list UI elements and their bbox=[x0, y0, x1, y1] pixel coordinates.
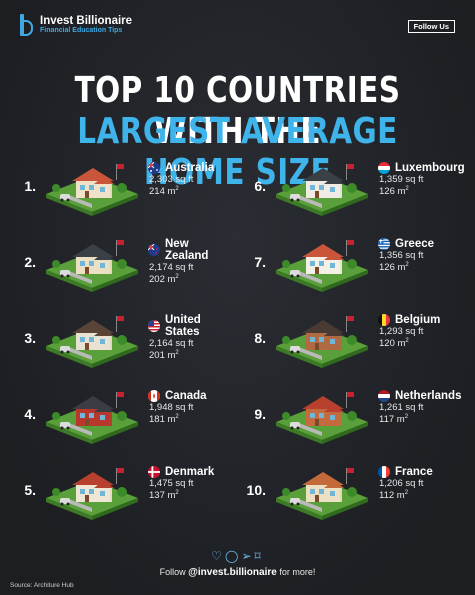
country-name: Australia bbox=[165, 162, 215, 174]
list-item: 10. France 1,206 sq ft 112 m2 bbox=[238, 456, 458, 526]
size-sqft: 2,303 sq ft bbox=[149, 174, 194, 185]
list-item: 2. New Zealand 2,174 sq ft 202 m2 bbox=[8, 228, 228, 298]
size-sqft: 1,206 sq ft bbox=[379, 478, 424, 489]
brand-name: Invest Billionaire bbox=[40, 15, 133, 28]
size-sqft: 1,948 sq ft bbox=[149, 402, 194, 413]
size-sqft: 2,174 sq ft bbox=[149, 262, 194, 273]
list-item: 9. Netherlands 1,261 sq ft 117 m2 bbox=[238, 380, 462, 450]
size-sqm: 117 m2 bbox=[379, 414, 409, 426]
follow-line: Follow @invest.billionaire for more! bbox=[0, 567, 475, 578]
follow-prefix: Follow bbox=[159, 567, 186, 577]
list-item: 4. Canada 1,948 sq ft 181 m2 bbox=[8, 380, 228, 450]
house-illustration bbox=[272, 154, 372, 216]
house-illustration bbox=[42, 382, 142, 444]
list-item: 1. Australia 2,303 sq ft 214 m2 bbox=[8, 152, 228, 222]
size-sqm: 181 m2 bbox=[149, 414, 179, 426]
size-sqm: 120 m2 bbox=[379, 338, 409, 350]
country-name: Luxembourg bbox=[395, 162, 465, 174]
country-name: New Zealand bbox=[165, 238, 209, 262]
size-sqm: 202 m2 bbox=[149, 274, 179, 286]
house-illustration bbox=[42, 230, 142, 292]
denmark-flag-icon bbox=[148, 466, 160, 478]
size-sqft: 2,164 sq ft bbox=[149, 338, 194, 349]
brand-tagline: Financial Education Tips bbox=[40, 27, 123, 35]
rank-number: 10. bbox=[246, 482, 266, 498]
list-item: 6. Luxembourg 1,359 sq ft 126 m2 bbox=[238, 152, 465, 222]
house-illustration bbox=[272, 458, 372, 520]
follow-suffix: for more! bbox=[279, 567, 316, 577]
size-sqm: 201 m2 bbox=[149, 350, 179, 362]
size-sqft: 1,359 sq ft bbox=[379, 174, 424, 185]
belgium-flag-icon bbox=[378, 314, 390, 326]
house-illustration bbox=[42, 306, 142, 368]
handle-link[interactable]: @invest.billionaire bbox=[188, 567, 277, 578]
house-illustration bbox=[42, 458, 142, 520]
title-line-1: TOP 10 COUNTRIES WITH THE bbox=[74, 70, 401, 152]
list-item: 3. United States 2,164 sq ft 201 m2 bbox=[8, 304, 228, 374]
australia-flag-icon bbox=[148, 162, 160, 174]
new-zealand-flag-icon bbox=[148, 244, 160, 256]
bookmark-icon[interactable]: ⌑ bbox=[254, 549, 264, 563]
comment-icon[interactable]: ◯ bbox=[225, 549, 242, 563]
size-sqft: 1,293 sq ft bbox=[379, 326, 424, 337]
rank-number: 3. bbox=[24, 330, 36, 346]
country-name: United States bbox=[165, 314, 201, 338]
luxembourg-flag-icon bbox=[378, 162, 390, 174]
rank-number: 6. bbox=[254, 178, 266, 194]
house-illustration bbox=[42, 154, 142, 216]
country-name: Netherlands bbox=[395, 390, 462, 402]
size-sqft: 1,475 sq ft bbox=[149, 478, 194, 489]
social-actions: ♡◯➢⌑ bbox=[0, 549, 475, 563]
united-states-flag-icon bbox=[148, 320, 160, 332]
size-sqm: 137 m2 bbox=[149, 490, 179, 502]
rank-number: 8. bbox=[254, 330, 266, 346]
rank-number: 7. bbox=[254, 254, 266, 270]
size-sqft: 1,261 sq ft bbox=[379, 402, 424, 413]
canada-flag-icon bbox=[148, 390, 160, 402]
size-sqm: 126 m2 bbox=[379, 262, 409, 274]
house-illustration bbox=[272, 382, 372, 444]
share-icon[interactable]: ➢ bbox=[241, 549, 255, 563]
brand: Invest Billionaire Financial Education T… bbox=[20, 14, 132, 36]
source-note: Source: Architure Hub bbox=[10, 582, 74, 589]
netherlands-flag-icon bbox=[378, 390, 390, 402]
list-item: 7. Greece 1,356 sq ft 126 m2 bbox=[238, 228, 458, 298]
title-line-2: LARGEST AVERAGE HOME SIZE bbox=[77, 111, 398, 193]
size-sqft: 1,356 sq ft bbox=[379, 250, 424, 261]
follow-us-button[interactable]: Follow Us bbox=[407, 20, 455, 33]
size-sqm: 214 m2 bbox=[149, 186, 179, 198]
list-item: 8. Belgium 1,293 sq ft 120 m2 bbox=[238, 304, 458, 374]
greece-flag-icon bbox=[378, 238, 390, 250]
heart-icon[interactable]: ♡ bbox=[211, 549, 226, 563]
house-illustration bbox=[272, 306, 372, 368]
country-name: Greece bbox=[395, 238, 435, 250]
house-illustration bbox=[272, 230, 372, 292]
country-name: Denmark bbox=[165, 466, 215, 478]
rank-number: 1. bbox=[24, 178, 36, 194]
brand-logo-icon bbox=[20, 14, 34, 36]
country-name: France bbox=[395, 466, 433, 478]
size-sqm: 126 m2 bbox=[379, 186, 409, 198]
country-name: Belgium bbox=[395, 314, 441, 326]
rank-number: 2. bbox=[24, 254, 36, 270]
rank-number: 4. bbox=[24, 406, 36, 422]
size-sqm: 112 m2 bbox=[379, 490, 409, 502]
france-flag-icon bbox=[378, 466, 390, 478]
rank-number: 9. bbox=[254, 406, 266, 422]
list-item: 5. Denmark 1,475 sq ft 137 m2 bbox=[8, 456, 228, 526]
rank-number: 5. bbox=[24, 482, 36, 498]
country-name: Canada bbox=[165, 390, 207, 402]
